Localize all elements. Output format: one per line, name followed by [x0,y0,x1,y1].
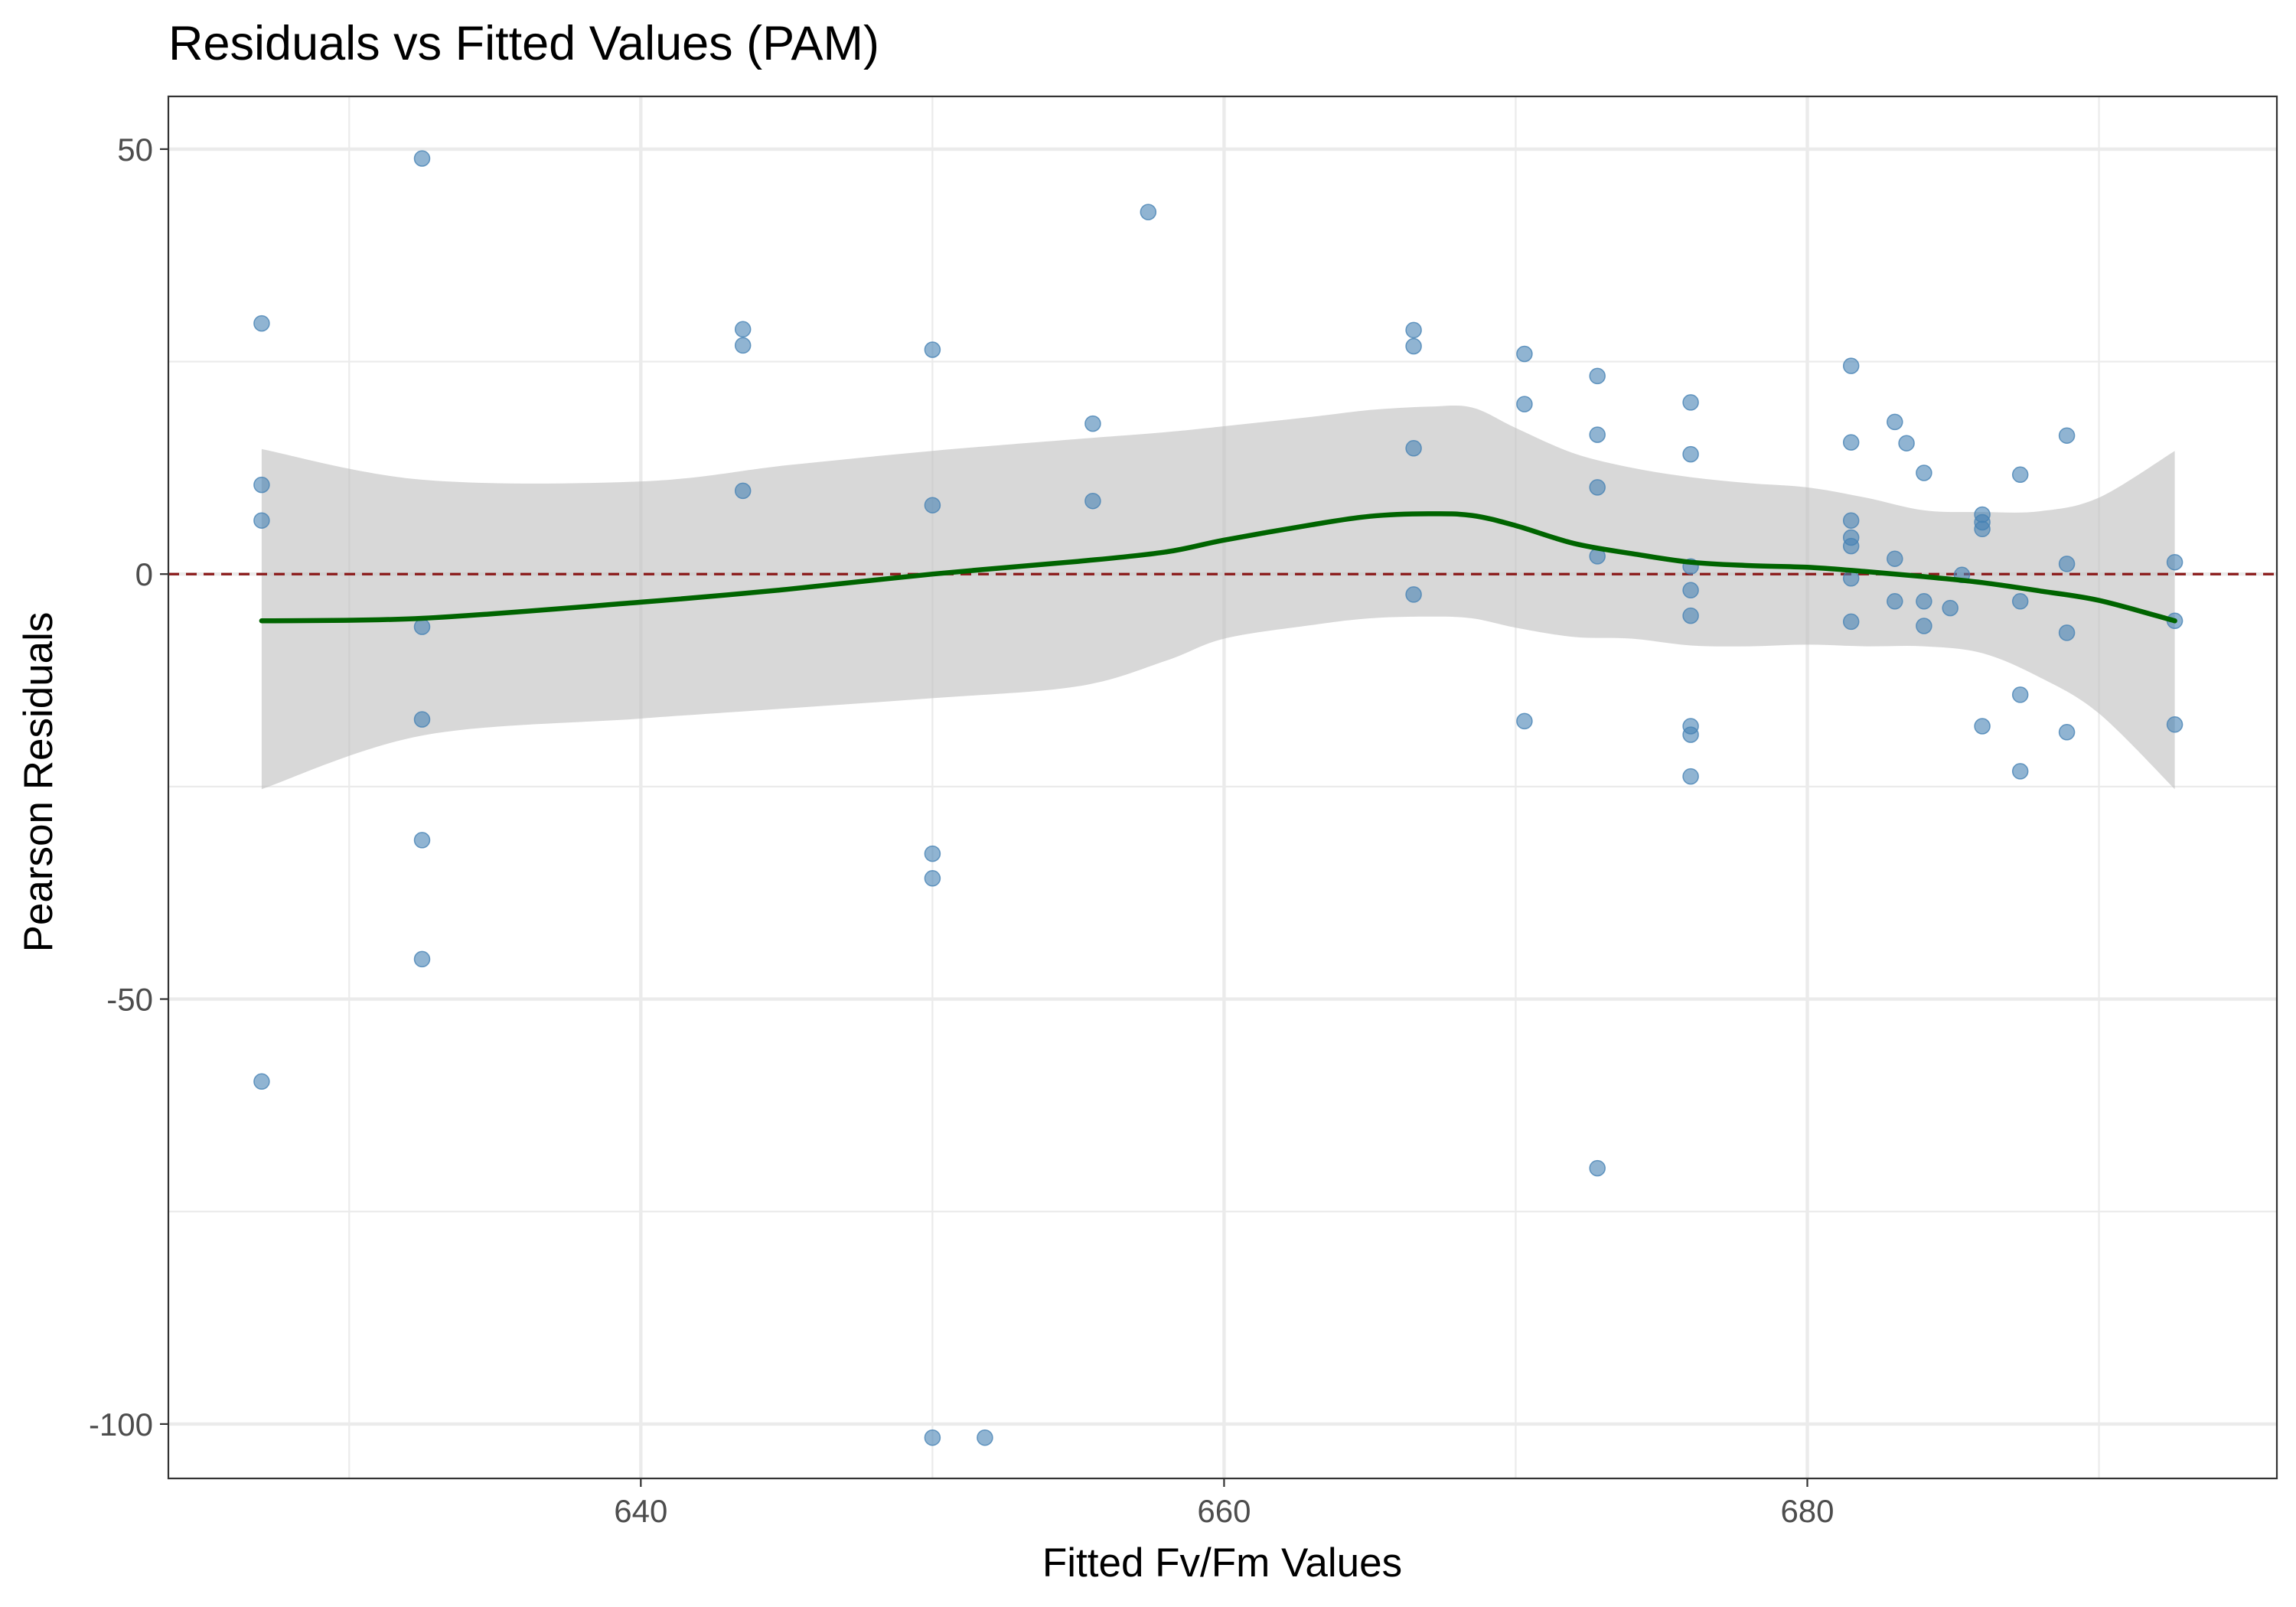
data-point [1842,537,1860,555]
data-point [1140,204,1157,220]
data-point [1974,718,1991,735]
panel-border [167,95,2278,1480]
data-point [413,711,431,728]
data-point [1842,613,1860,631]
data-point [1589,479,1606,496]
data-point [1916,593,1932,610]
data-point [924,497,941,513]
data-point [1842,434,1860,451]
data-point [1842,357,1860,374]
data-point [924,870,941,887]
data-point [2058,624,2076,641]
y-tick-label: 50 [117,132,153,168]
data-point [1405,586,1422,603]
y-tick-label: -100 [89,1407,153,1442]
data-point [1916,464,1932,481]
data-point [1084,492,1101,510]
data-point [1916,618,1932,634]
data-point [1682,582,1699,599]
chart-title: Residuals vs Fitted Values (PAM) [168,17,879,70]
data-point [1898,435,1915,451]
data-point [1682,607,1699,624]
smooth-curve [259,511,2177,624]
confidence-band [261,405,2175,790]
data-point [2166,716,2183,733]
data-point [1887,413,1903,431]
data-point [253,1073,270,1090]
data-point [1405,337,1422,355]
data-point [2058,556,2076,572]
x-tick-label: 660 [1197,1493,1251,1529]
data-point [1682,394,1699,411]
residual-points [253,150,2183,1446]
data-point [2011,593,2029,610]
y-tick-label: 0 [135,556,153,592]
data-point [1405,440,1422,457]
data-point [2011,763,2029,780]
data-point [1516,396,1533,412]
data-point [924,341,941,358]
data-point [253,512,270,529]
data-point [734,337,752,354]
data-point [2058,427,2076,444]
data-point [1589,426,1606,443]
data-point [413,618,431,635]
data-point [1974,520,1991,538]
data-point [2011,466,2029,484]
data-point [1682,445,1699,463]
data-point [977,1429,993,1446]
data-point [924,1429,941,1446]
data-point [1682,768,1699,785]
data-point [2166,553,2183,571]
x-tick-label: 640 [614,1493,667,1529]
data-point [1516,712,1533,730]
data-point [1942,599,1958,617]
y-tick-label: -50 [106,982,153,1018]
data-point [413,832,431,849]
data-point [1842,512,1860,529]
data-point [734,321,752,338]
data-point [1084,415,1101,432]
data-point [924,845,941,862]
data-point [1589,367,1606,385]
data-point [1516,345,1533,363]
x-axis-title: Fitted Fv/Fm Values [1042,1540,1402,1586]
smooth-line [259,511,2177,624]
x-tick-label: 680 [1780,1493,1834,1529]
data-point [253,315,270,332]
data-point [1887,550,1903,567]
data-point [1682,718,1699,735]
y-axis-title: Pearson Residuals [16,612,61,953]
data-point [413,950,431,968]
data-point [413,150,431,167]
data-point [734,482,752,500]
data-point [1887,593,1903,610]
data-point [2011,686,2029,703]
data-point [2058,724,2076,741]
x-axis: 640 660 680 [614,1478,1835,1529]
data-point [1405,321,1422,339]
y-axis: 50 0 -50 -100 [89,132,168,1442]
data-point [253,476,270,494]
confidence-band-area [261,405,2175,790]
data-point [1589,1159,1606,1177]
